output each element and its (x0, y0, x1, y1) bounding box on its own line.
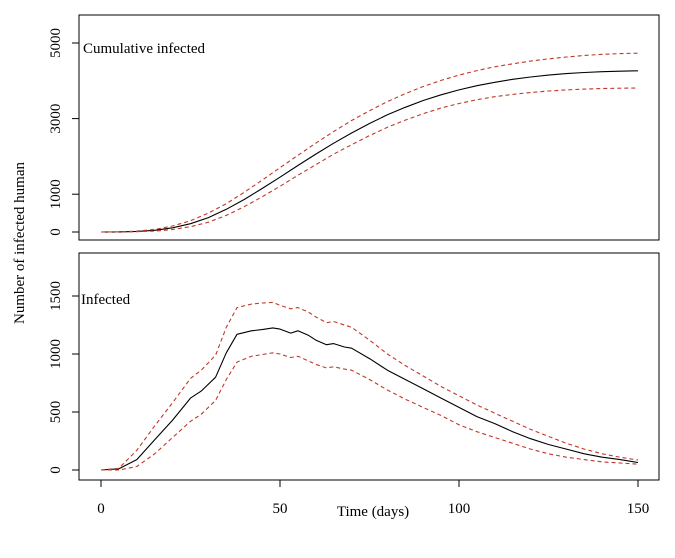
panel-infected-label: Infected (81, 292, 131, 308)
panel-infected-y-axis: 0 500 1000 1500 (48, 281, 79, 474)
y-tick-label: 0 (48, 466, 64, 474)
panel-cumulative-label: Cumulative infected (83, 41, 206, 57)
panel-cumulative: Cumulative infected 0 1000 3000 5000 (48, 14, 660, 241)
panel-infected: Infected 0 500 1000 1500 0 50 100 150 (48, 252, 660, 517)
x-tick-label: 0 (97, 501, 105, 517)
x-tick-label: 100 (448, 501, 471, 517)
y-tick-label: 1000 (48, 339, 64, 369)
panel-infected-frame (78, 252, 660, 481)
y-tick-label: 5000 (48, 28, 64, 58)
series-line-upper (100, 301, 639, 471)
x-axis-title: Time (days) (337, 504, 409, 520)
series-line-mean (100, 70, 639, 233)
x-tick-label: 150 (627, 501, 650, 517)
panel-infected-series (100, 301, 639, 471)
panel-cumulative-series (100, 52, 639, 233)
series-line-mean (100, 327, 639, 471)
series-line-upper (100, 52, 639, 233)
series-line-lower (101, 87, 639, 233)
panel-cumulative-frame (78, 14, 660, 241)
x-tick-label: 50 (273, 501, 288, 517)
y-tick-label: 3000 (48, 104, 64, 134)
y-axis-title: Number of infected human (12, 161, 28, 324)
y-tick-label: 0 (48, 228, 64, 236)
series-line-lower (101, 352, 639, 471)
y-tick-label: 500 (48, 401, 64, 424)
y-tick-label: 1000 (48, 179, 64, 209)
y-tick-label: 1500 (48, 281, 64, 311)
panel-cumulative-y-axis: 0 1000 3000 5000 (48, 28, 79, 236)
x-axis: 0 50 100 150 (97, 480, 649, 517)
